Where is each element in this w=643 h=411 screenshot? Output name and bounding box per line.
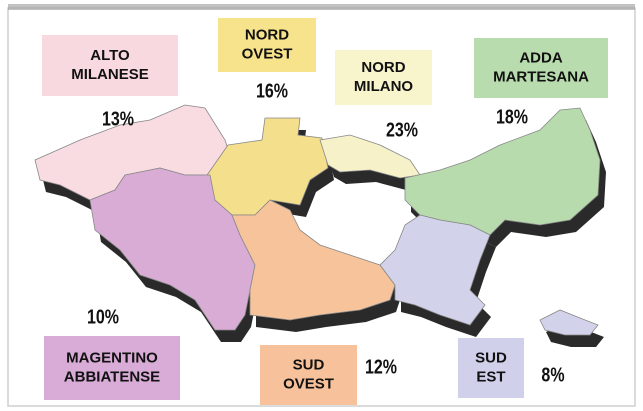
region-name: MARTESANA [493, 68, 589, 85]
label-box [42, 35, 178, 96]
region-sud-est-island [539, 309, 599, 336]
region-share: 10% [87, 306, 119, 328]
region-name: OVEST [283, 375, 334, 392]
region-name: MILANESE [71, 66, 149, 83]
region-name: ADDA [519, 49, 562, 66]
label-box [260, 345, 357, 405]
top-shadow [8, 4, 635, 10]
region-share: 12% [365, 356, 397, 378]
region-labels: ALTO MILANESE 13% NORD OVEST 16% NORD MILANO 23%… [42, 18, 608, 405]
region-name: SUD [475, 349, 507, 366]
label-box [335, 50, 432, 105]
label-box [474, 38, 608, 98]
region-name: NORD [361, 59, 405, 76]
region-magentino-abbiatense [89, 167, 256, 331]
label-box [44, 336, 180, 400]
region-name: EST [476, 368, 505, 385]
region-name: ALTO [90, 47, 130, 64]
region-name: NORD [245, 26, 289, 43]
map [34, 104, 601, 336]
region-share: 18% [496, 106, 528, 128]
label-box [458, 338, 524, 398]
region-name: MILANO [354, 78, 413, 95]
region-name: MAGENTINO [66, 349, 158, 366]
region-sud-ovest [231, 199, 396, 321]
region-sud-est [379, 214, 491, 326]
region-share: 23% [386, 119, 418, 141]
region-name: SUD [293, 356, 325, 373]
region-name: OVEST [242, 45, 293, 62]
region-share: 8% [541, 364, 564, 386]
label-box [218, 18, 316, 72]
region-share: 13% [102, 108, 134, 130]
region-share: 16% [256, 80, 288, 102]
region-name: ABBIATENSE [64, 368, 160, 385]
